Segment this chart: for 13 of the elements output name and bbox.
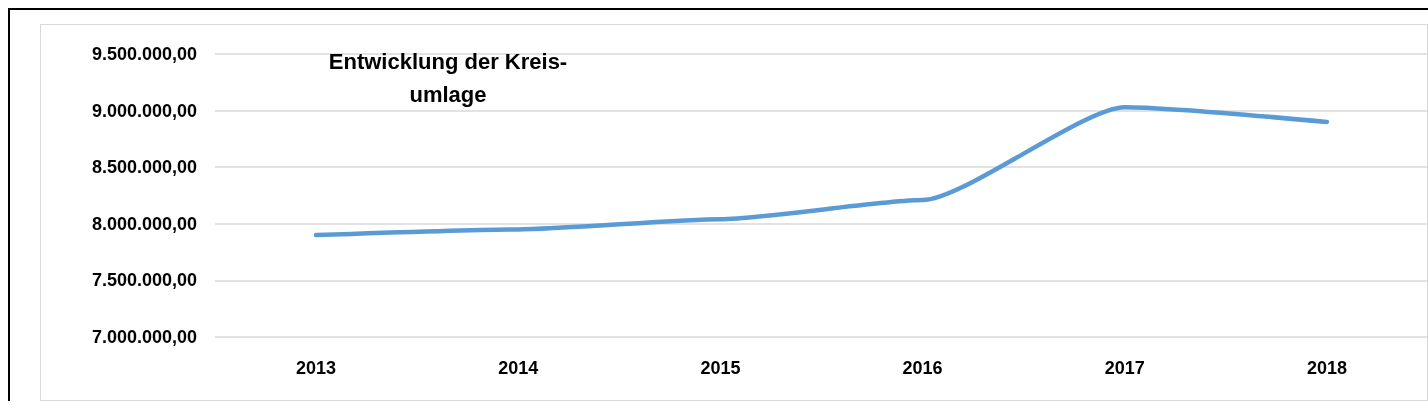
x-tick-label: 2018	[1306, 358, 1347, 378]
x-tick-label: 2014	[498, 358, 539, 378]
y-tick-label: 9.000.000,00	[91, 100, 197, 121]
y-tick-label: 8.500.000,00	[91, 157, 197, 178]
x-tick-label: 2015	[700, 358, 741, 378]
y-tick-label: 7.000.000,00	[91, 327, 197, 347]
y-tick-label: 9.500.000,00	[91, 44, 197, 64]
text: Entwicklung der Kreis- umlage	[328, 49, 568, 107]
y-tick-label: 7.500.000,00	[91, 270, 197, 291]
x-tick-label: 2017	[1104, 358, 1145, 378]
x-tick-label: 2016	[902, 358, 943, 378]
y-tick-label: 8.000.000,00	[91, 213, 197, 234]
x-tick-label: 2013	[296, 358, 337, 378]
